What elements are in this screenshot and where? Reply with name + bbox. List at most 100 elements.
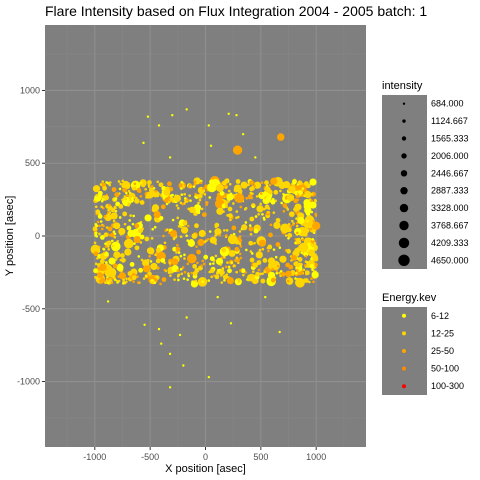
data-point (125, 277, 128, 281)
data-point (93, 251, 99, 257)
data-point (193, 180, 197, 184)
x-tick-label: -1000 (83, 452, 106, 462)
data-point (230, 261, 234, 264)
data-point (235, 114, 238, 117)
data-point (282, 209, 286, 213)
data-point (136, 281, 140, 284)
legend-size-key (401, 136, 407, 141)
data-point (118, 216, 122, 219)
data-point (180, 193, 184, 196)
data-point (150, 184, 154, 188)
data-point (286, 208, 290, 211)
data-point (192, 259, 196, 263)
data-point (203, 193, 207, 196)
data-point (247, 274, 255, 282)
data-point (188, 206, 196, 214)
data-point (156, 250, 160, 254)
data-point (208, 262, 212, 266)
data-point (310, 210, 314, 214)
data-point (310, 277, 313, 280)
data-point (216, 207, 224, 215)
data-point (169, 229, 178, 238)
data-point (310, 199, 313, 202)
data-point (113, 235, 117, 239)
data-point (241, 224, 248, 231)
data-point (179, 254, 183, 258)
data-point (129, 262, 135, 267)
data-point (280, 223, 290, 234)
data-point (234, 246, 240, 252)
legend-color-key (402, 349, 406, 353)
data-point (235, 270, 238, 274)
data-point (275, 272, 279, 275)
data-point (173, 278, 176, 281)
data-point (234, 193, 245, 203)
data-point (297, 180, 303, 186)
data-point (295, 271, 298, 275)
data-point (261, 212, 264, 216)
data-point (194, 279, 198, 283)
data-point (112, 230, 116, 233)
data-point (106, 300, 110, 303)
data-point (239, 205, 243, 209)
data-point (214, 274, 220, 280)
data-point (181, 202, 185, 206)
data-point (275, 242, 281, 247)
data-point (309, 201, 317, 209)
data-point (267, 207, 271, 210)
legend-size-key (400, 170, 408, 177)
data-point (228, 249, 236, 257)
y-tick-label: 500 (25, 158, 40, 168)
data-point (313, 242, 317, 245)
data-point (139, 234, 145, 240)
data-point (134, 245, 140, 251)
data-point (133, 235, 141, 244)
data-point (257, 212, 260, 216)
data-point (311, 238, 315, 241)
data-point (310, 192, 314, 196)
data-point (229, 218, 232, 222)
data-point (105, 181, 108, 184)
data-point (111, 187, 117, 192)
data-point (253, 184, 256, 188)
data-point (226, 214, 229, 217)
data-point (227, 213, 233, 218)
data-point (120, 257, 126, 263)
data-point (203, 254, 209, 260)
data-point (280, 271, 286, 277)
data-point (142, 141, 145, 145)
data-point (183, 192, 186, 196)
y-tick-label: 1000 (20, 85, 40, 95)
data-point (160, 342, 163, 345)
data-point (124, 248, 132, 256)
data-point (122, 281, 125, 285)
data-point (294, 277, 297, 280)
data-point (114, 210, 118, 213)
data-point (97, 190, 103, 196)
data-point (308, 280, 311, 284)
legend-size-label: 2446.667 (431, 168, 469, 178)
data-point (187, 272, 190, 276)
data-point (273, 221, 281, 229)
data-point (312, 219, 316, 223)
data-point (286, 277, 294, 285)
data-point (302, 268, 306, 272)
data-point (108, 181, 112, 184)
legend-energy-title: Energy.kev (382, 292, 437, 304)
data-point (123, 195, 127, 198)
data-point (99, 183, 103, 186)
data-point (248, 226, 254, 232)
data-point (232, 202, 235, 205)
data-point (257, 268, 261, 272)
data-point (223, 278, 226, 282)
data-point (131, 275, 137, 281)
data-point (272, 211, 276, 214)
data-point (235, 256, 239, 260)
data-point (206, 201, 209, 204)
data-point (297, 256, 303, 262)
data-point (177, 273, 180, 277)
data-point (104, 269, 112, 277)
data-point (149, 192, 153, 195)
data-point (279, 269, 283, 273)
